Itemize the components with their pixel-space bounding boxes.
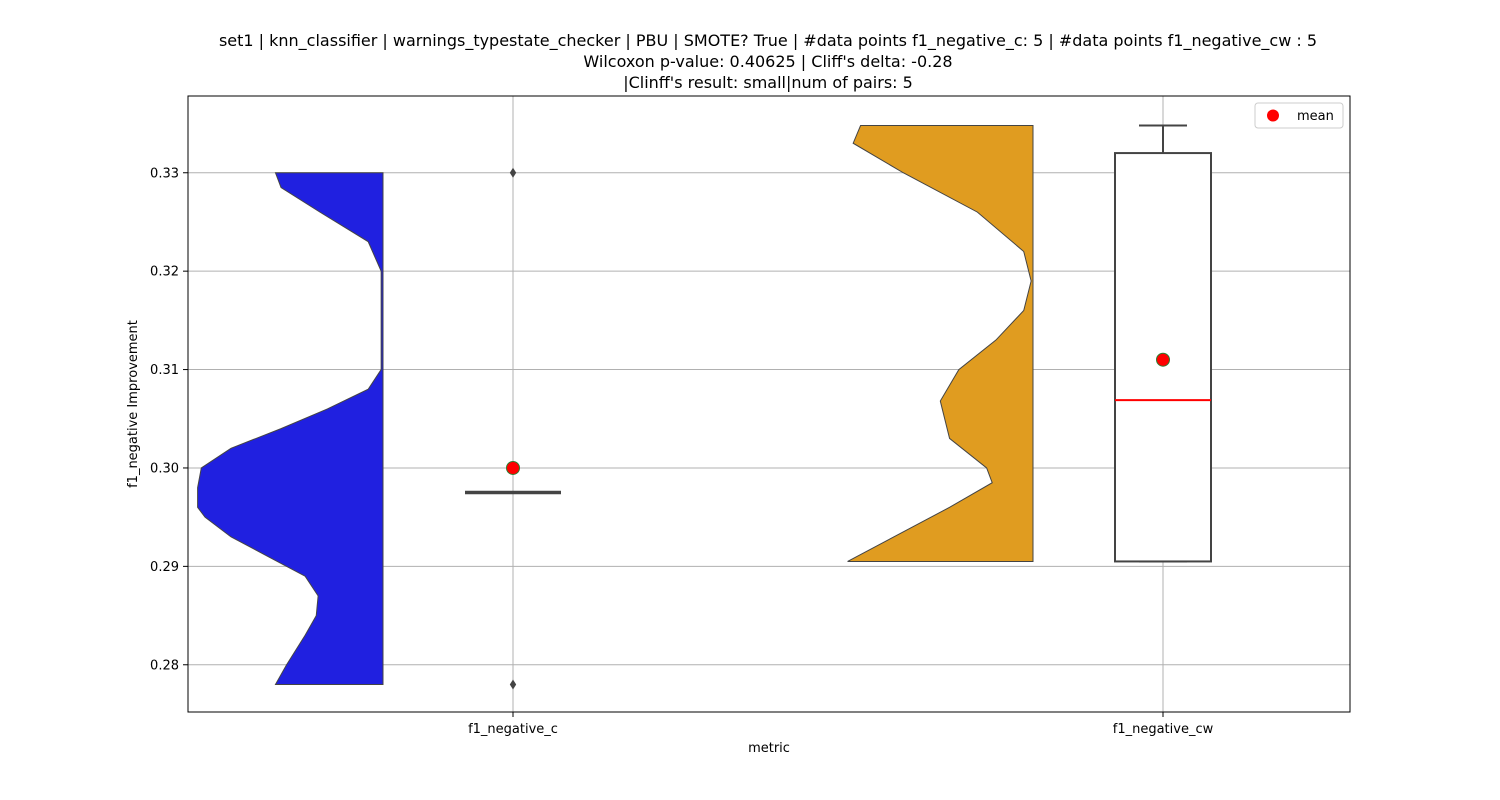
y-tick-label: 0.33: [150, 166, 179, 181]
box-f1_negative_cw: [1114, 152, 1212, 563]
y-tick-label: 0.29: [150, 560, 179, 575]
legend-mean-marker: [1267, 109, 1279, 122]
y-ticks: 0.28 0.29 0.30 0.31 0.32 0.33: [150, 166, 188, 673]
violin-f1_negative_cw: [847, 125, 1034, 562]
y-tick-label: 0.31: [150, 363, 179, 378]
y-tick-label: 0.32: [150, 265, 179, 280]
x-tick-label: f1_negative_c: [468, 722, 558, 737]
chart-title-line-2: Wilcoxon p-value: 0.40625 | Cliff's delt…: [583, 52, 952, 71]
points: [506, 167, 1170, 690]
legend: mean: [1254, 102, 1344, 129]
y-axis-label: f1_negative Improvement: [126, 320, 141, 488]
mean-marker-f1_negative_cw: [1156, 352, 1170, 367]
x-axis-label: metric: [748, 741, 790, 756]
y-tick-label: 0.30: [150, 461, 179, 476]
legend-mean-label: mean: [1297, 109, 1334, 124]
boxplots: [465, 124, 1212, 563]
mean-marker-f1_negative_c: [506, 460, 520, 475]
outlier-f1_negative_c: [509, 167, 517, 178]
x-tick-label: f1_negative_cw: [1113, 722, 1214, 737]
violins: [197, 125, 1034, 685]
x-ticks: f1_negative_c f1_negative_cw: [468, 712, 1214, 737]
outlier-f1_negative_c: [509, 679, 517, 690]
y-tick-label: 0.28: [150, 658, 179, 673]
legend-frame: [1254, 102, 1344, 129]
chart-title-line-3: |Clinff's result: small|num of pairs: 5: [623, 73, 913, 92]
plot-frame: [187, 95, 1351, 713]
chart-title-line-1: set1 | knn_classifier | warnings_typesta…: [219, 31, 1317, 51]
violin-f1_negative_c: [197, 172, 384, 685]
